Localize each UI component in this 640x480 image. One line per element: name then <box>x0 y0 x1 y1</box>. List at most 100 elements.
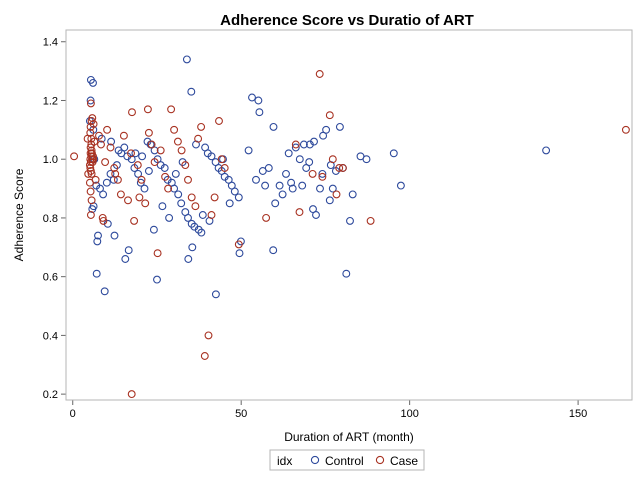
data-point-control <box>182 55 191 64</box>
data-point-control <box>171 169 180 178</box>
data-point-control <box>278 190 287 199</box>
legend-marker-case <box>375 455 385 465</box>
data-point-case <box>220 164 229 172</box>
data-point-control <box>244 146 253 155</box>
data-point-case <box>86 143 95 152</box>
data-point-case <box>70 152 79 161</box>
data-point-case <box>143 105 152 114</box>
data-point-control <box>86 96 95 105</box>
y-tick-label: 0.6 <box>43 272 58 284</box>
plot-frame <box>65 29 633 401</box>
data-point-case <box>210 193 219 202</box>
data-point-control <box>138 152 147 161</box>
x-axis-label: Duration of ART (month) <box>284 430 414 444</box>
data-point-control <box>88 205 97 214</box>
data-point-case <box>141 199 150 208</box>
chart-title: Adherence Score vs Duratio of ART <box>220 12 474 29</box>
data-point-case <box>127 390 136 399</box>
data-point-control <box>318 169 327 178</box>
data-point-case <box>173 137 182 146</box>
data-point-case <box>106 143 115 152</box>
data-point-case <box>86 99 95 108</box>
data-point-control <box>188 243 197 252</box>
data-point-control <box>264 164 273 172</box>
data-point-control <box>94 231 102 240</box>
data-point-control <box>211 290 220 299</box>
data-point-case <box>295 208 304 217</box>
data-point-control <box>140 184 149 193</box>
data-point-control <box>255 108 264 117</box>
data-point-control <box>165 213 174 222</box>
data-point-control <box>298 181 307 190</box>
x-tick-label: 100 <box>400 408 418 420</box>
data-point-control <box>127 155 136 164</box>
data-point-control <box>170 184 179 193</box>
data-point-control <box>134 169 143 178</box>
data-point-control <box>158 202 167 211</box>
data-point-control <box>305 158 314 167</box>
data-point-control <box>269 122 278 131</box>
data-point-control <box>198 211 207 219</box>
data-point-control <box>102 178 111 187</box>
data-point-control <box>252 175 260 184</box>
data-point-case <box>332 190 341 199</box>
data-point-case <box>164 184 173 193</box>
data-point-control <box>230 187 239 196</box>
data-point-case <box>110 164 119 172</box>
data-point-control <box>542 146 551 155</box>
legend-frame <box>269 449 425 471</box>
data-point-control <box>322 125 331 134</box>
data-point-control <box>144 167 153 175</box>
y-tick-label: 1.4 <box>43 37 58 49</box>
data-point-control <box>110 231 119 240</box>
data-point-case <box>135 193 144 202</box>
data-point-case <box>98 213 107 222</box>
x-tick-label: 0 <box>70 408 76 420</box>
data-point-case <box>97 140 105 149</box>
data-point-case <box>88 158 97 167</box>
data-point-case <box>137 175 146 184</box>
data-point-control <box>348 190 357 199</box>
data-points <box>70 55 630 399</box>
data-point-control <box>100 287 109 296</box>
data-point-control <box>153 275 161 284</box>
data-point-case <box>308 169 317 178</box>
data-point-case <box>87 169 96 178</box>
data-point-control <box>284 149 293 158</box>
data-point-case <box>116 190 125 199</box>
data-point-control <box>254 96 263 105</box>
data-point-case <box>84 169 93 178</box>
data-point-case <box>127 149 135 158</box>
data-point-control <box>287 178 296 187</box>
data-point-case <box>215 117 223 125</box>
data-point-control <box>396 181 405 190</box>
data-point-control <box>197 228 206 237</box>
data-point-case <box>335 164 344 172</box>
y-axis-label: Adherence Score <box>12 168 26 261</box>
data-point-control <box>89 78 97 87</box>
data-point-control <box>184 255 193 263</box>
data-point-control <box>325 196 334 205</box>
data-point-case <box>187 193 196 202</box>
data-point-control <box>184 213 192 222</box>
data-point-control <box>234 193 243 202</box>
x-tick-label: 150 <box>569 408 587 420</box>
data-point-case <box>150 158 159 167</box>
data-point-case <box>86 211 95 219</box>
data-point-case <box>156 146 165 155</box>
y-tick-label: 1.2 <box>43 95 58 107</box>
data-point-control <box>299 140 308 149</box>
data-point-control <box>335 122 344 131</box>
data-point-case <box>124 196 132 205</box>
data-point-case <box>103 125 112 134</box>
data-point-control <box>269 246 278 255</box>
data-point-control <box>149 225 158 234</box>
data-point-case <box>184 175 192 184</box>
data-point-control <box>328 184 337 193</box>
data-point-control <box>275 181 284 190</box>
series-control <box>85 55 551 299</box>
data-point-case <box>111 169 120 178</box>
data-point-control <box>261 181 270 190</box>
data-point-case <box>315 70 324 78</box>
